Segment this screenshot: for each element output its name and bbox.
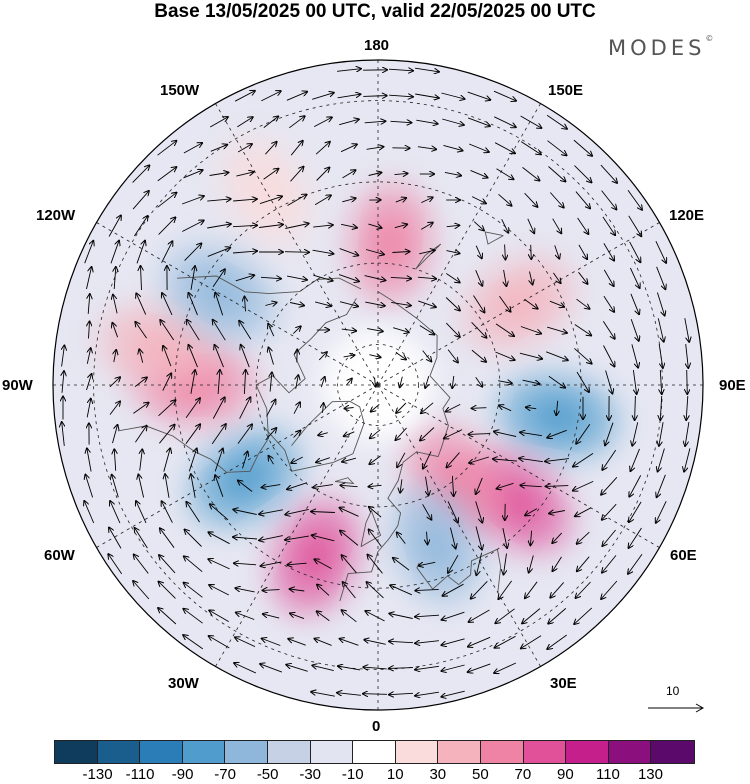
reference-vector-arrow [646, 684, 706, 714]
colorbar-swatch [140, 741, 183, 763]
colorbar-swatch [268, 741, 311, 763]
colorbar-tick-label: -30 [299, 766, 321, 783]
wind-vector [472, 408, 487, 409]
colorbar [54, 740, 695, 764]
lon-label-180: 180 [364, 38, 389, 54]
colorbar-swatch [55, 741, 98, 763]
colorbar-swatch [481, 741, 524, 763]
lon-label-120e: 120E [669, 208, 704, 224]
colorbar-tick-label: -50 [257, 766, 279, 783]
colorbar-tick-label: 30 [429, 766, 446, 783]
colorbar-swatch [225, 741, 268, 763]
colorbar-tick-label: 10 [387, 766, 404, 783]
colorbar-tick-label: -70 [214, 766, 236, 783]
colorbar-tick-label: -130 [83, 766, 113, 783]
colorbar-tick-label: -10 [342, 766, 364, 783]
colorbar-swatch [311, 741, 354, 763]
lon-label-150w: 150W [160, 83, 199, 99]
lon-label-30e: 30E [550, 676, 577, 692]
colorbar-tick-label: 70 [515, 766, 532, 783]
lon-label-90e: 90E [719, 378, 746, 394]
colorbar-tick-label: -110 [126, 766, 155, 783]
lon-label-30w: 30W [168, 676, 199, 692]
colorbar-swatch [651, 741, 694, 763]
wind-vector [363, 694, 387, 695]
lon-label-0: 0 [372, 719, 380, 735]
colorbar-swatch [566, 741, 609, 763]
colorbar-tick-label: 130 [638, 766, 663, 783]
wind-vector [531, 245, 532, 259]
colorbar-tick-label: 90 [557, 766, 574, 783]
colorbar-tick-label: -90 [172, 766, 194, 783]
lon-label-150e: 150E [548, 83, 583, 99]
colorbar-swatch [183, 741, 226, 763]
colorbar-swatch [438, 741, 481, 763]
colorbar-swatch [396, 741, 439, 763]
wind-vector [687, 370, 688, 394]
lon-label-90w: 90W [2, 378, 33, 394]
lon-label-120w: 120W [36, 208, 75, 224]
lon-label-60e: 60E [670, 548, 697, 564]
colorbar-swatch [524, 741, 567, 763]
colorbar-tick-label: 50 [472, 766, 489, 783]
colorbar-swatch [353, 741, 396, 763]
colorbar-swatch [98, 741, 141, 763]
colorbar-tick-label: 110 [596, 766, 620, 783]
colorbar-tick-labels: -130 -110 -90 -70 -50 -30 -10 10 30 50 70 90 110 130 [0, 766, 750, 784]
colorbar-swatch [609, 741, 652, 763]
wind-vector [285, 252, 309, 253]
lon-label-60w: 60W [44, 548, 75, 564]
